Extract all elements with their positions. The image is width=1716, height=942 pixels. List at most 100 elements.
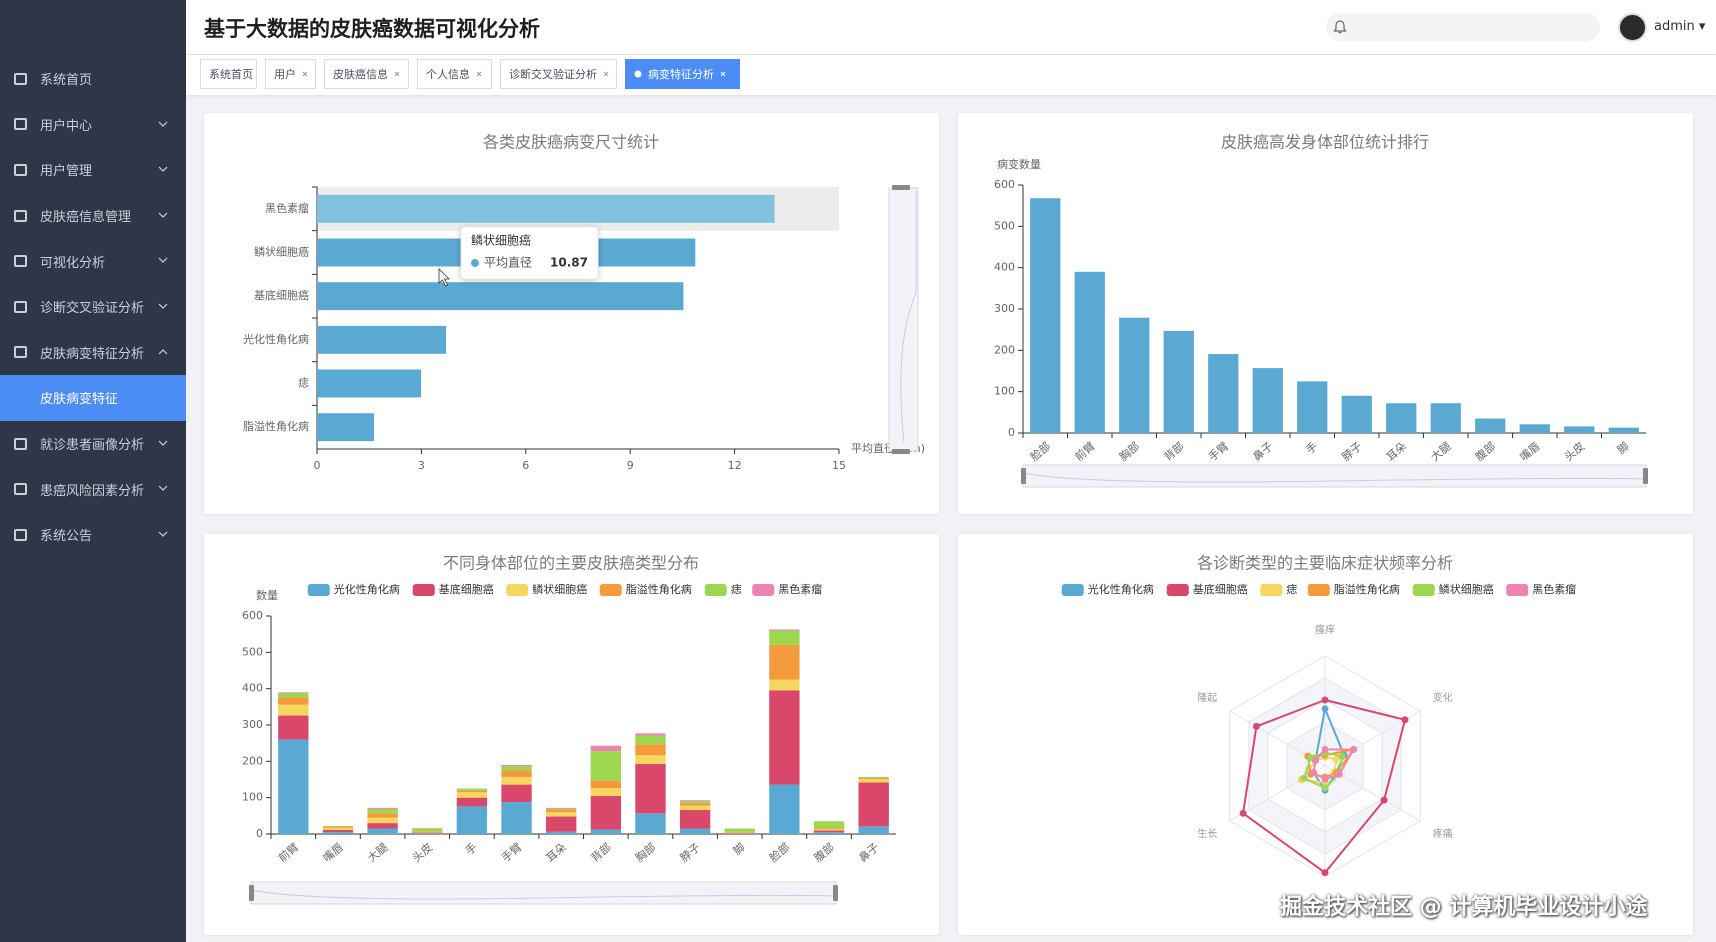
menu-icon[interactable] bbox=[14, 346, 27, 359]
tab[interactable]: 个人信息 bbox=[417, 59, 492, 89]
menu-item[interactable]: 用户中心 bbox=[0, 102, 186, 148]
menu-label[interactable]: 系统首页 bbox=[40, 73, 93, 89]
bar-segment bbox=[367, 813, 398, 818]
menu-label[interactable]: 皮肤癌信息管理 bbox=[40, 210, 132, 226]
radar-indicator: 疼痛 bbox=[1433, 827, 1453, 840]
bar bbox=[1119, 317, 1150, 433]
menu-item[interactable]: 诊断交叉验证分析 bbox=[0, 284, 186, 330]
menu-icon[interactable] bbox=[14, 483, 27, 496]
bar bbox=[317, 325, 447, 354]
header: 基于大数据的皮肤癌数据可视化分析 admin ▾ bbox=[186, 0, 1716, 55]
bar bbox=[1208, 354, 1239, 433]
tab-label[interactable]: 病变特征分析 bbox=[648, 68, 714, 81]
menu-icon[interactable] bbox=[14, 118, 27, 131]
menu-label[interactable]: 皮肤病变特征分析 bbox=[40, 346, 145, 362]
x-tick-label: 耳朵 bbox=[544, 841, 569, 865]
tab[interactable]: 诊断交叉验证分析 bbox=[500, 59, 617, 89]
menu-icon[interactable] bbox=[14, 163, 27, 176]
bar-segment bbox=[679, 805, 711, 811]
menu-label[interactable]: 系统公告 bbox=[40, 529, 93, 545]
user-label[interactable]: admin bbox=[1654, 19, 1695, 34]
y-tick-label: 0 bbox=[256, 827, 263, 840]
tab[interactable]: 皮肤癌信息 bbox=[324, 59, 409, 89]
menu-icon[interactable] bbox=[14, 255, 27, 268]
y-axis-title: 数量 bbox=[256, 589, 278, 602]
zoom-handle bbox=[892, 185, 910, 190]
bar-segment bbox=[590, 745, 621, 752]
menu-label[interactable]: 诊断交叉验证分析 bbox=[40, 301, 145, 317]
bar-segment bbox=[456, 797, 488, 807]
menu-icon[interactable] bbox=[14, 209, 27, 222]
menu-label[interactable]: 就诊患者画像分析 bbox=[40, 438, 145, 454]
menu-icon[interactable] bbox=[14, 528, 27, 541]
bar-segment bbox=[501, 802, 532, 834]
menu-item[interactable]: 用户管理 bbox=[0, 147, 186, 193]
chart-panel: 各诊断类型的主要临床症状频率分析 光化性角化病 基底细胞癌 痣 脂溢性角化病 鳞状细胞癌 黑… bbox=[958, 534, 1693, 935]
close-icon bbox=[476, 71, 482, 77]
y-tick-label: 基底细胞癌 bbox=[254, 288, 309, 302]
x-tick-label: 0 bbox=[314, 459, 321, 472]
tab[interactable]: 病变特征分析 bbox=[625, 59, 740, 89]
bar-segment bbox=[679, 801, 711, 804]
sidebar: 系统首页用户中心用户管理皮肤癌信息管理 可视化分析诊断交叉验证分析 皮肤病变特征分析… bbox=[0, 0, 186, 942]
tab-label[interactable]: 皮肤癌信息 bbox=[333, 68, 388, 81]
menu-icon[interactable] bbox=[14, 300, 27, 313]
tab-label[interactable]: 系统首页 bbox=[209, 68, 253, 81]
user-name[interactable]: admin ▾ bbox=[1654, 19, 1706, 34]
radar-point bbox=[1321, 869, 1329, 877]
submenu-item[interactable]: 皮肤病变特征 bbox=[0, 375, 186, 421]
bar-segment bbox=[278, 693, 309, 698]
menu-icon[interactable] bbox=[14, 437, 27, 450]
zoom-handle bbox=[1021, 468, 1026, 484]
radar-indicator: 隆起 bbox=[1197, 691, 1217, 704]
bar-segment bbox=[546, 816, 577, 832]
tab[interactable]: 系统首页 bbox=[200, 59, 257, 89]
menu-item[interactable]: 皮肤癌信息管理 bbox=[0, 193, 186, 239]
y-tick-label: 光化性角化病 bbox=[243, 332, 309, 346]
tab-close[interactable] bbox=[388, 69, 404, 79]
menu-item[interactable]: 系统首页 bbox=[0, 56, 186, 102]
tab-label[interactable]: 个人信息 bbox=[426, 68, 470, 81]
chevron bbox=[158, 440, 168, 446]
menu-item[interactable]: 可视化分析 bbox=[0, 238, 186, 284]
menu-item[interactable]: 系统公告 bbox=[0, 512, 186, 558]
menu-label[interactable]: 用户中心 bbox=[40, 118, 93, 134]
bar-segment bbox=[858, 779, 889, 783]
menu-label[interactable]: 患癌风险因素分析 bbox=[40, 483, 145, 499]
bell-icon[interactable] bbox=[1326, 13, 1354, 41]
tab-close[interactable] bbox=[714, 69, 730, 79]
legend-swatch bbox=[752, 584, 775, 596]
radar-indicator: 瘙痒 bbox=[1315, 623, 1335, 636]
menu-label[interactable]: 可视化分析 bbox=[40, 255, 106, 271]
y-tick-label: 100 bbox=[242, 791, 263, 804]
tab[interactable]: 用户 bbox=[265, 59, 316, 89]
tab-close[interactable] bbox=[470, 69, 486, 79]
chart-title: 各诊断类型的主要临床症状频率分析 bbox=[1197, 554, 1453, 573]
radar-point bbox=[1335, 770, 1343, 778]
search-box[interactable] bbox=[1326, 13, 1600, 41]
bar-segment bbox=[813, 829, 845, 831]
y-tick-label: 100 bbox=[994, 385, 1015, 398]
tab-label[interactable]: 诊断交叉验证分析 bbox=[509, 68, 597, 81]
bar bbox=[1341, 395, 1372, 433]
menu-item[interactable]: 患癌风险因素分析 bbox=[0, 466, 186, 512]
chevron bbox=[158, 485, 168, 492]
bar-segment bbox=[813, 821, 845, 829]
x-tick-label: 头皮 bbox=[1562, 440, 1587, 464]
y-axis-title: 病变数量 bbox=[997, 157, 1041, 171]
tab-close[interactable] bbox=[597, 69, 613, 79]
menu-icon[interactable] bbox=[14, 72, 27, 85]
y-tick-label: 300 bbox=[994, 302, 1015, 315]
menu-item[interactable]: 皮肤病变特征分析 bbox=[0, 330, 186, 376]
avatar[interactable] bbox=[1618, 13, 1647, 42]
tab-label[interactable]: 用户 bbox=[274, 68, 296, 81]
menu-item[interactable]: 就诊患者画像分析 bbox=[0, 421, 186, 467]
legend-label: 脂溢性角化病 bbox=[626, 582, 692, 596]
menu-label[interactable]: 用户管理 bbox=[40, 164, 93, 180]
bar-segment bbox=[813, 828, 845, 830]
bar-segment bbox=[367, 808, 398, 814]
x-tick-label: 脖子 bbox=[1339, 440, 1364, 464]
legend-swatch bbox=[704, 584, 727, 596]
y-tick-label: 200 bbox=[242, 754, 263, 767]
tab-close[interactable] bbox=[296, 69, 312, 79]
